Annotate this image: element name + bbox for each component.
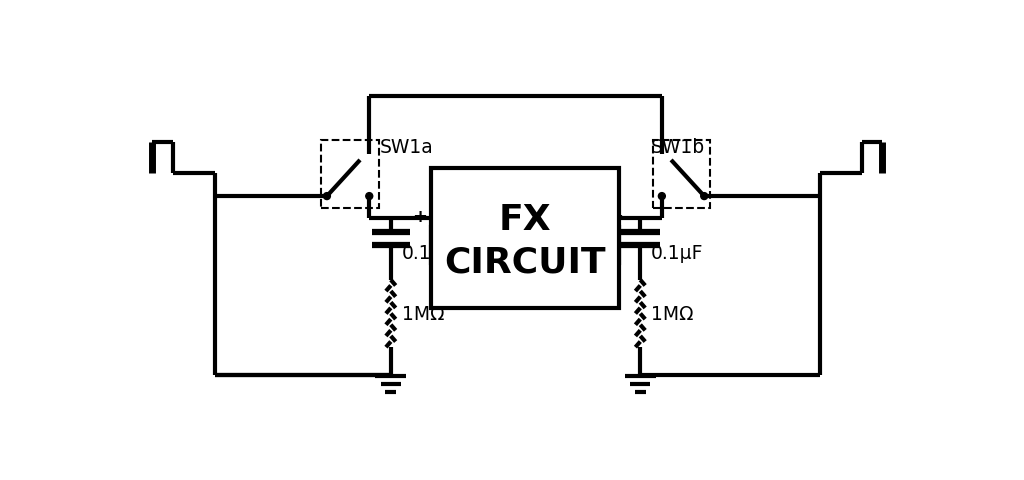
Text: 1MΩ: 1MΩ bbox=[401, 304, 444, 324]
Bar bbox=[321, 141, 379, 208]
Bar bbox=[431, 168, 618, 308]
Text: 0.1μF: 0.1μF bbox=[401, 243, 454, 262]
Circle shape bbox=[324, 193, 331, 200]
Bar bbox=[431, 228, 618, 264]
Text: FX: FX bbox=[499, 203, 551, 237]
Text: SW1b: SW1b bbox=[651, 137, 706, 156]
Text: SW1a: SW1a bbox=[380, 137, 434, 156]
Circle shape bbox=[658, 193, 666, 200]
Text: 1MΩ: 1MΩ bbox=[651, 304, 693, 324]
Text: +: + bbox=[413, 208, 427, 226]
Text: CIRCUIT: CIRCUIT bbox=[444, 245, 605, 279]
Circle shape bbox=[366, 193, 373, 200]
Text: +: + bbox=[608, 208, 623, 226]
Bar bbox=[652, 141, 711, 208]
Text: 0.1μF: 0.1μF bbox=[651, 243, 703, 262]
Circle shape bbox=[700, 193, 708, 200]
